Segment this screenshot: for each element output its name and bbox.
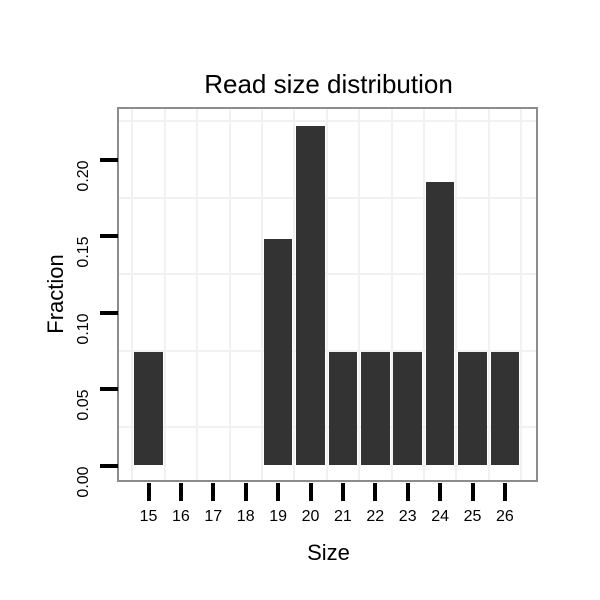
bar-15 <box>134 352 163 466</box>
x-tick-16 <box>178 483 183 501</box>
x-tick-25 <box>470 483 475 501</box>
x-tick-label-18: 18 <box>236 508 255 525</box>
gridline-x-18.5 <box>260 109 263 480</box>
x-tick-label-19: 19 <box>269 508 287 525</box>
y-tick-0.10 <box>100 310 118 315</box>
x-tick-24 <box>438 483 443 501</box>
x-tick-26 <box>502 483 507 501</box>
bar-22 <box>361 352 390 466</box>
bar-24 <box>425 182 455 466</box>
y-tick-label-0.20: 0.20 <box>75 159 92 192</box>
y-tick-label-0.15: 0.15 <box>75 236 92 268</box>
x-tick-18 <box>243 483 248 501</box>
y-tick-label-0.00: 0.00 <box>75 465 92 498</box>
gridline-x-16.5 <box>196 109 199 480</box>
gridline-x-26.5 <box>520 109 523 480</box>
x-tick-20 <box>308 483 313 501</box>
gridline-x-19.5 <box>293 109 296 480</box>
bar-21 <box>328 352 358 466</box>
y-tick-label-0.10: 0.10 <box>75 312 92 345</box>
plot-panel <box>117 107 538 482</box>
y-tick-0.00 <box>100 463 118 468</box>
y-axis-title: Fraction <box>43 254 68 334</box>
x-tick-19 <box>276 483 281 501</box>
x-tick-label-23: 23 <box>398 508 417 525</box>
x-tick-label-25: 25 <box>463 508 482 525</box>
gridline-x-20.5 <box>325 109 328 480</box>
x-tick-label-22: 22 <box>366 508 385 525</box>
x-tick-21 <box>340 483 345 501</box>
gridline-x-17.5 <box>228 109 231 480</box>
bar-23 <box>393 352 422 466</box>
chart-title: Read size distribution <box>204 69 453 99</box>
x-tick-label-26: 26 <box>495 508 514 525</box>
gridline-x-15.5 <box>163 109 166 480</box>
x-tick-label-24: 24 <box>431 508 449 525</box>
x-tick-label-20: 20 <box>301 508 320 525</box>
x-tick-label-17: 17 <box>204 508 223 525</box>
x-tick-23 <box>405 483 410 501</box>
gridline-x-25.5 <box>487 109 490 480</box>
bar-20 <box>296 125 325 466</box>
x-tick-label-15: 15 <box>139 508 158 525</box>
y-tick-0.05 <box>100 387 118 391</box>
gridline-x-23.5 <box>422 109 425 480</box>
gridline-x-24.5 <box>455 109 458 480</box>
x-tick-label-21: 21 <box>333 508 352 525</box>
bar-26 <box>490 352 520 466</box>
gridline-x-14.5 <box>131 109 134 480</box>
x-tick-15 <box>146 483 151 501</box>
y-tick-label-0.05: 0.05 <box>75 389 92 421</box>
y-tick-0.15 <box>100 234 118 238</box>
bar-25 <box>458 352 487 466</box>
x-tick-label-16: 16 <box>171 508 190 525</box>
y-tick-0.20 <box>100 157 118 162</box>
gridline-x-21.5 <box>358 109 361 480</box>
x-axis-title: Size <box>307 540 350 565</box>
gridline-x-22.5 <box>390 109 393 480</box>
x-tick-22 <box>373 483 378 501</box>
x-tick-17 <box>211 483 216 501</box>
bar-19 <box>263 238 293 466</box>
